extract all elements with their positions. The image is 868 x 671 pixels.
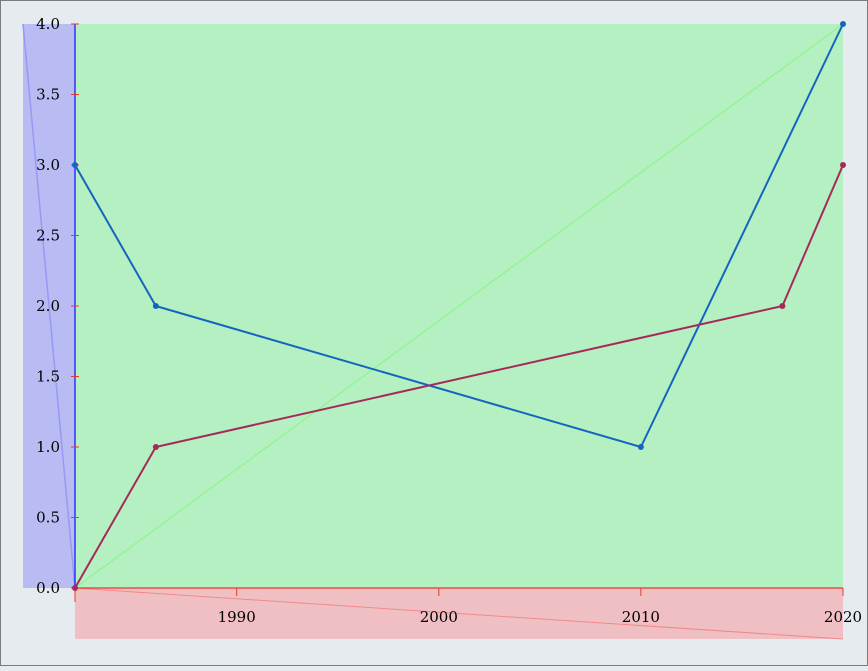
y-axis-ticks: 0.0 0.5 1.0 1.5 2.0 2.5 3.0 3.5 4.0 [36,15,79,597]
y-tick-label: 0.5 [36,509,60,527]
y-tick-label: 0.0 [36,579,60,597]
y-tick-label: 2.5 [36,227,60,245]
x-tick-label: 2020 [824,608,862,626]
series-2-point [152,444,159,450]
y-tick-label: 3.5 [36,86,60,104]
x-tick-label: 2000 [420,608,458,626]
series-1-point [152,303,159,309]
y-tick-label: 2.0 [36,297,60,315]
y-tick-label: 3.0 [36,156,60,174]
series-2-point [779,303,786,309]
series-layer [72,21,846,591]
series-2-point [840,162,846,168]
x-tick-label: 1990 [218,608,256,626]
y-tick-label: 1.5 [36,368,60,386]
series-1-line [74,23,844,448]
y-band-diagonal [22,23,76,589]
plot-diagonal [74,23,844,589]
series-1-point [637,444,644,450]
x-axis-ticks: 1990 2000 2010 2020 [74,588,862,626]
y-tick-label: 4.0 [36,15,60,33]
y-tick-label: 1.0 [36,438,60,456]
x-tick-label: 2010 [622,608,660,626]
series-1-point [840,21,846,27]
series-2-point [72,585,78,591]
series-1-point [72,162,78,168]
x-band-diagonal [74,587,844,640]
series-2-line [74,164,844,589]
